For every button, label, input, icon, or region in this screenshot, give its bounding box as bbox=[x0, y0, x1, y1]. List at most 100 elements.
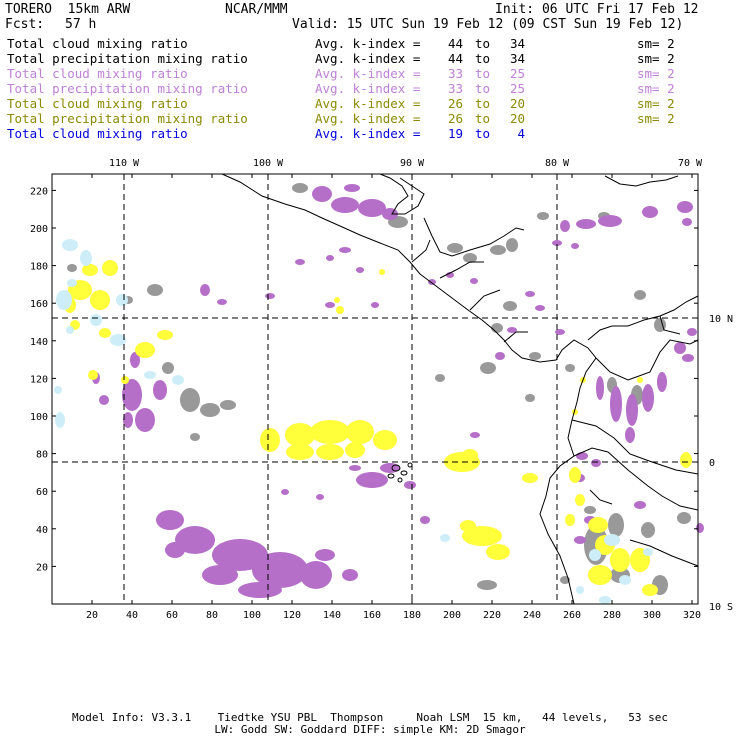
purple-cloud-region bbox=[212, 539, 268, 571]
gray-cloud-region bbox=[608, 513, 624, 537]
legend-field-name: Total cloud mixing ratio bbox=[7, 36, 188, 51]
purple-cloud-region bbox=[596, 376, 604, 400]
model-info-line2: LW: Godd SW: Goddard DIFF: simple KM: 2D… bbox=[214, 723, 526, 736]
gray-cloud-region bbox=[180, 388, 200, 412]
purple-cloud-region bbox=[156, 510, 184, 530]
lightblue-cloud-region bbox=[54, 386, 62, 394]
purple-cloud-region bbox=[339, 247, 351, 253]
x-tick-label: 40 bbox=[126, 610, 138, 620]
lightblue-cloud-region bbox=[599, 596, 611, 604]
purple-cloud-region bbox=[153, 380, 167, 400]
purple-cloud-region bbox=[135, 408, 155, 432]
purple-cloud-region bbox=[342, 569, 358, 581]
purple-cloud-region bbox=[555, 329, 565, 335]
country-border bbox=[503, 331, 528, 343]
country-border bbox=[595, 339, 699, 381]
legend-to: to bbox=[475, 51, 491, 66]
gray-cloud-region bbox=[584, 506, 596, 514]
legend-k-to: 34 bbox=[509, 36, 525, 51]
yellow-cloud-region bbox=[82, 264, 98, 276]
lightblue-cloud-region bbox=[172, 375, 184, 385]
legend-smoothing: sm= 2 bbox=[637, 81, 675, 96]
legend-field-name: Total cloud mixing ratio bbox=[7, 126, 188, 141]
purple-cloud-region bbox=[200, 284, 210, 296]
x-tick-label: 180 bbox=[403, 610, 421, 620]
legend-smoothing: sm= 2 bbox=[637, 66, 675, 81]
latitude-label: 10 N bbox=[709, 314, 733, 325]
purple-cloud-region bbox=[326, 255, 334, 261]
purple-cloud-region bbox=[657, 372, 667, 392]
x-tick-label: 20 bbox=[86, 610, 98, 620]
purple-cloud-region bbox=[682, 218, 692, 226]
legend-k-from: 26 bbox=[447, 111, 463, 126]
gray-cloud-region bbox=[477, 580, 497, 590]
gray-cloud-region bbox=[641, 522, 655, 538]
y-tick-label: 220 bbox=[30, 186, 48, 197]
valid-time: Valid: 15 UTC Sun 19 Feb 12 (09 CST Sun … bbox=[292, 17, 684, 32]
gray-cloud-region bbox=[525, 394, 535, 402]
yellow-cloud-region bbox=[316, 444, 344, 460]
init-time: Init: 06 UTC Fri 17 Feb 12 bbox=[495, 2, 699, 17]
legend-avg-label: Avg. k-index = bbox=[315, 81, 421, 96]
purple-cloud-region bbox=[682, 354, 694, 362]
legend-field-name: Total cloud mixing ratio bbox=[7, 96, 188, 111]
y-tick-label: 200 bbox=[30, 224, 48, 235]
country-border bbox=[571, 419, 699, 475]
yellow-cloud-region bbox=[310, 420, 350, 444]
weather-map: 20 40 60 80 100 120 140 160 180 200 220 240 260 280 30… bbox=[30, 158, 733, 620]
lightblue-cloud-region bbox=[90, 314, 102, 326]
purple-cloud-region bbox=[202, 565, 238, 585]
yellow-cloud-region bbox=[102, 260, 118, 276]
gray-cloud-region bbox=[565, 364, 575, 372]
x-tick-label: 280 bbox=[603, 610, 621, 620]
legend-k-from: 26 bbox=[447, 96, 463, 111]
legend-avg-label: Avg. k-index = bbox=[315, 66, 421, 81]
yellow-cloud-region bbox=[286, 444, 314, 460]
longitude-label: 80 W bbox=[545, 158, 570, 169]
legend-field-name: Total precipitation mixing ratio bbox=[7, 51, 248, 66]
gray-cloud-region bbox=[491, 323, 503, 333]
legend-row: Total cloud mixing ratio Avg. k-index = 44… bbox=[7, 36, 733, 51]
longitude-label: 70 W bbox=[678, 158, 703, 169]
legend-k-to: 25 bbox=[509, 66, 525, 81]
legend-k-to: 4 bbox=[517, 126, 525, 141]
legend-to: to bbox=[475, 66, 491, 81]
yellow-cloud-region bbox=[260, 428, 280, 452]
country-border bbox=[629, 539, 699, 567]
purple-cloud-region bbox=[356, 267, 364, 273]
gray-cloud-region bbox=[634, 290, 646, 300]
purple-cloud-region bbox=[300, 561, 332, 589]
purple-cloud-region bbox=[470, 278, 478, 284]
y-tick-label: 60 bbox=[36, 487, 48, 498]
y-tick-label: 40 bbox=[36, 525, 48, 536]
gray-cloud-region bbox=[480, 362, 496, 374]
galapagos-island bbox=[397, 477, 403, 483]
lightblue-cloud-region bbox=[604, 534, 620, 546]
legend-k-from: 33 bbox=[447, 81, 463, 96]
legend-row: Total cloud mixing ratio Avg. k-index = 19… bbox=[7, 126, 733, 141]
lightblue-cloud-region bbox=[144, 371, 156, 379]
x-tick-label: 120 bbox=[283, 610, 301, 620]
x-tick-label: 140 bbox=[323, 610, 341, 620]
lightblue-cloud-region bbox=[55, 412, 65, 428]
yellow-cloud-region bbox=[373, 430, 397, 450]
gray-cloud-region bbox=[190, 433, 200, 441]
legend-to: to bbox=[475, 111, 491, 126]
yellow-cloud-region bbox=[569, 467, 581, 483]
coastline bbox=[604, 175, 679, 187]
yellow-cloud-region bbox=[121, 376, 129, 384]
purple-cloud-region bbox=[674, 342, 686, 354]
y-tick-label: 140 bbox=[30, 337, 48, 348]
lightblue-cloud-region bbox=[66, 326, 74, 334]
purple-cloud-region bbox=[315, 549, 335, 561]
purple-cloud-region bbox=[535, 305, 545, 311]
purple-cloud-region bbox=[625, 427, 635, 443]
purple-cloud-region bbox=[598, 215, 622, 227]
purple-cloud-region bbox=[696, 523, 704, 533]
x-tick-label: 80 bbox=[206, 610, 218, 620]
gray-cloud-region bbox=[506, 238, 518, 252]
coastline bbox=[587, 295, 699, 341]
country-border bbox=[411, 239, 431, 263]
lightblue-cloud-region bbox=[80, 250, 92, 266]
purple-cloud-region bbox=[576, 452, 588, 460]
